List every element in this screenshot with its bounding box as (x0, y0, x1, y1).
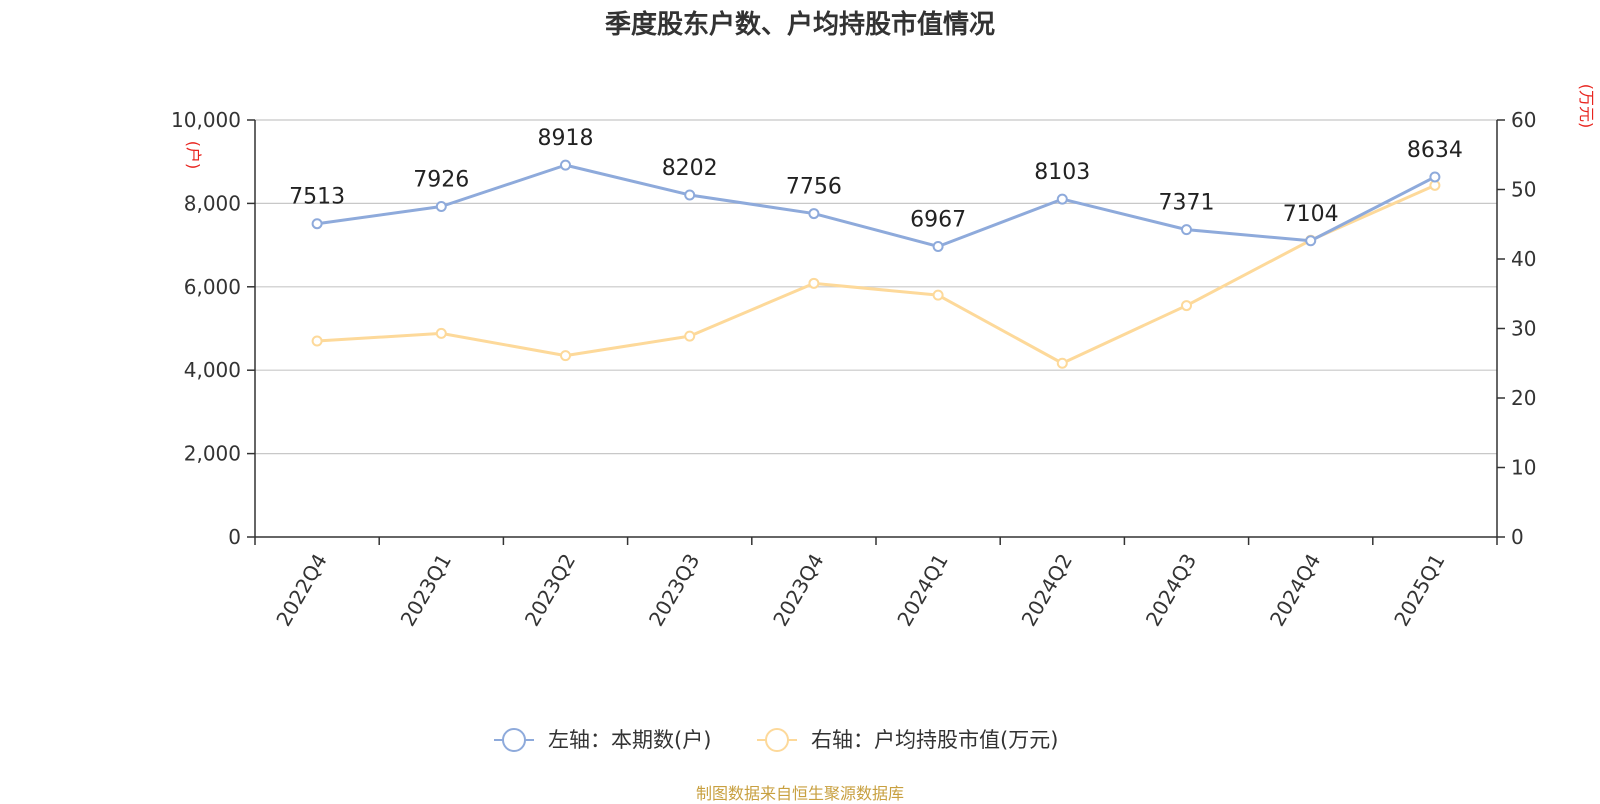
right-tick-label: 60 (1511, 108, 1536, 132)
avg-value-series-point (808, 277, 820, 289)
right-axis-unit: (万元) (1577, 84, 1596, 129)
x-tick-label: 2025Q1 (1389, 550, 1449, 631)
legend-label-right: 右轴：户均持股市值(万元) (811, 728, 1058, 752)
left-tick-label: 0 (228, 525, 241, 549)
left-axis-ticks: 0 2,000 4,000 6,000 8,000 10,000 (171, 108, 255, 549)
holder-count-series-point (1056, 193, 1068, 205)
legend: 左轴：本期数(户) 右轴：户均持股市值(万元) (494, 728, 1058, 752)
holder-count-series-point (1429, 171, 1441, 183)
chart-title: 季度股东户数、户均持股市值情况 (604, 10, 995, 40)
x-tick-label: 2023Q4 (768, 550, 828, 631)
data-label: 7926 (413, 167, 469, 192)
avg-value-series-point (311, 335, 323, 347)
x-tick-label: 2024Q1 (892, 550, 952, 631)
x-tick-label: 2023Q1 (396, 550, 456, 631)
chart-svg: 2022Q4 2023Q1 2023Q2 2023Q3 2023Q4 2024Q1 2024… (171, 84, 1596, 752)
data-label: 8202 (662, 156, 718, 181)
right-tick-label: 40 (1511, 247, 1536, 271)
source-note: 制图数据来自恒生聚源数据库 (695, 784, 904, 803)
x-axis-ticks: 2022Q4 2023Q1 2023Q2 2023Q3 2023Q4 2024Q1 2024… (254, 537, 1498, 631)
avg-value-series-point (932, 289, 944, 301)
avg-value-series-point (1056, 357, 1068, 369)
left-tick-label: 10,000 (171, 108, 241, 132)
left-axis-unit: (户) (184, 141, 203, 170)
gridlines (255, 119, 1497, 455)
holder-count-series-point (435, 200, 447, 212)
holder-count-series-point (808, 208, 820, 220)
data-label: 7371 (1159, 191, 1215, 216)
holder-count-series-line (316, 163, 1436, 248)
left-tick-label: 4,000 (184, 358, 241, 382)
legend-label-left: 左轴：本期数(户) (548, 728, 711, 752)
left-tick-label: 2,000 (184, 442, 241, 466)
right-tick-label: 20 (1511, 386, 1536, 410)
x-tick-label: 2023Q3 (644, 550, 704, 631)
holder-count-series-point (1181, 224, 1192, 236)
left-tick-label: 8,000 (184, 191, 241, 215)
data-labels: 7513 7926 8918 8202 7756 6967 8103 7371 7104 8634 (289, 126, 1463, 232)
data-label: 8103 (1034, 160, 1090, 185)
data-label: 6967 (910, 207, 966, 232)
data-label: 8918 (538, 126, 594, 151)
legend-item-left[interactable]: 左轴：本期数(户) (494, 728, 711, 752)
x-tick-label: 2024Q4 (1265, 550, 1325, 631)
avg-value-series-point (435, 327, 447, 339)
holder-count-series-point (311, 218, 323, 230)
x-tick-label: 2022Q4 (271, 550, 331, 631)
avg-value-series-line (317, 183, 1436, 365)
x-tick-label: 2024Q2 (1017, 550, 1077, 631)
avg-value-series-point (684, 330, 696, 342)
right-tick-label: 30 (1511, 317, 1536, 341)
right-tick-label: 50 (1511, 178, 1536, 202)
series-lines (311, 159, 1441, 369)
data-label: 8634 (1407, 138, 1463, 163)
data-label: 7104 (1283, 202, 1339, 227)
holder-count-series-point (932, 240, 944, 252)
holder-count-series-point (1305, 235, 1317, 247)
right-tick-label: 0 (1511, 525, 1524, 549)
data-label: 7756 (786, 175, 842, 200)
right-axis-ticks: 0 10 20 30 40 50 60 (1497, 108, 1536, 549)
holder-count-series-point (560, 159, 571, 171)
data-label: 7513 (289, 185, 345, 210)
left-tick-label: 6,000 (184, 275, 241, 299)
legend-item-right[interactable]: 右轴：户均持股市值(万元) (757, 728, 1058, 752)
avg-value-series-point (560, 350, 571, 362)
holder-count-series-point (684, 189, 696, 201)
avg-value-series-point (1181, 300, 1192, 312)
right-tick-label: 10 (1511, 456, 1536, 480)
x-tick-label: 2024Q3 (1141, 550, 1201, 631)
x-tick-label: 2023Q2 (520, 550, 580, 631)
